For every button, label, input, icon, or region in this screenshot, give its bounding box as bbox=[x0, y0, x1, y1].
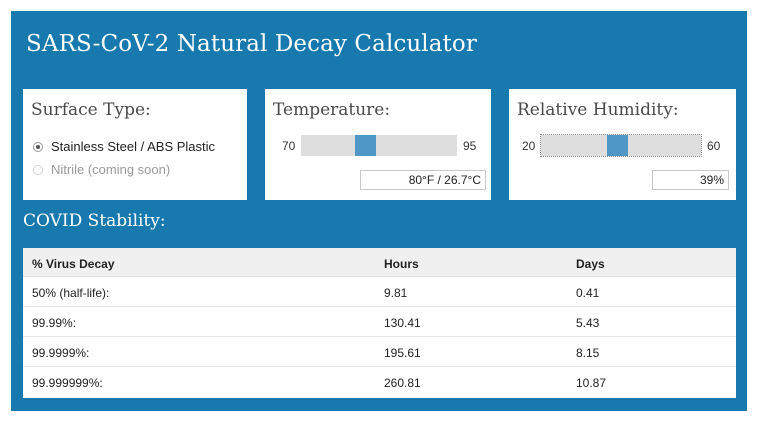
temperature-value-field[interactable]: 80°F / 26.7°C bbox=[360, 170, 486, 190]
radio-nitrile: Nitrile (coming soon) bbox=[33, 162, 170, 177]
app-title: SARS-CoV-2 Natural Decay Calculator bbox=[26, 31, 477, 57]
radio-selected-icon[interactable] bbox=[33, 141, 43, 152]
temperature-max-label: 95 bbox=[463, 139, 477, 153]
humidity-max-label: 60 bbox=[707, 139, 721, 153]
temperature-min-label: 70 bbox=[282, 139, 296, 153]
column-header-days: Days bbox=[576, 257, 605, 271]
radio-stainless-steel-label: Stainless Steel / ABS Plastic bbox=[51, 139, 216, 154]
temperature-slider-handle[interactable] bbox=[355, 135, 376, 156]
stability-table: % Virus Decay Hours Days 50% (half-life)… bbox=[23, 248, 736, 398]
covid-stability-title: COVID Stability: bbox=[23, 211, 166, 231]
hours-cell: 9.81 bbox=[384, 286, 408, 300]
surface-type-title: Surface Type: bbox=[31, 100, 151, 120]
temperature-title: Temperature: bbox=[273, 100, 391, 120]
humidity-min-label: 20 bbox=[522, 139, 536, 153]
humidity-slider[interactable] bbox=[540, 134, 702, 157]
table-row: 99.99%: 130.41 5.43 bbox=[23, 307, 736, 337]
humidity-slider-handle[interactable] bbox=[607, 135, 628, 156]
column-header-decay: % Virus Decay bbox=[32, 257, 115, 271]
table-row: 50% (half-life): 9.81 0.41 bbox=[23, 277, 736, 307]
humidity-card: Relative Humidity: 20 60 39% bbox=[509, 89, 736, 200]
surface-type-card: Surface Type: Stainless Steel / ABS Plas… bbox=[23, 89, 247, 200]
decay-cell: 99.999999%: bbox=[32, 376, 103, 390]
table-row: 99.9999%: 195.61 8.15 bbox=[23, 337, 736, 367]
temperature-card: Temperature: 70 95 80°F / 26.7°C bbox=[265, 89, 491, 200]
calculator-panel: SARS-CoV-2 Natural Decay Calculator Surf… bbox=[11, 11, 747, 411]
hours-cell: 195.61 bbox=[384, 346, 421, 360]
decay-cell: 99.99%: bbox=[32, 316, 77, 330]
radio-unselected-icon bbox=[33, 164, 43, 175]
table-row: 99.999999%: 260.81 10.87 bbox=[23, 367, 736, 397]
decay-cell: 50% (half-life): bbox=[32, 286, 110, 300]
days-cell: 0.41 bbox=[576, 286, 600, 300]
column-header-hours: Hours bbox=[384, 257, 419, 271]
humidity-value-field[interactable]: 39% bbox=[652, 170, 729, 190]
days-cell: 5.43 bbox=[576, 316, 600, 330]
hours-cell: 130.41 bbox=[384, 316, 421, 330]
decay-cell: 99.9999%: bbox=[32, 346, 90, 360]
humidity-title: Relative Humidity: bbox=[517, 100, 679, 120]
temperature-slider[interactable] bbox=[301, 135, 457, 156]
radio-stainless-steel[interactable]: Stainless Steel / ABS Plastic bbox=[33, 139, 215, 154]
days-cell: 8.15 bbox=[576, 346, 600, 360]
days-cell: 10.87 bbox=[576, 376, 607, 390]
radio-nitrile-label: Nitrile (coming soon) bbox=[51, 162, 171, 177]
hours-cell: 260.81 bbox=[384, 376, 421, 390]
table-header-row: % Virus Decay Hours Days bbox=[23, 248, 736, 277]
